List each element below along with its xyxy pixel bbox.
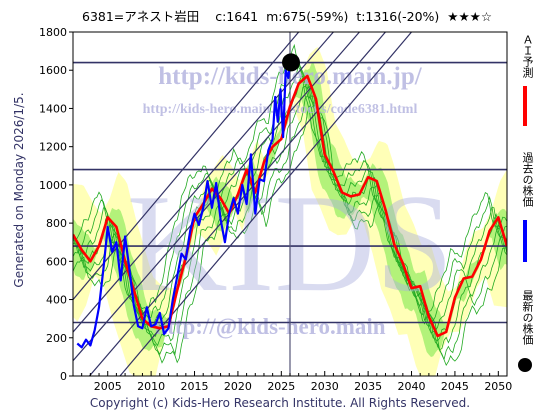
- copyright-footer: Copyright (c) Kids-Hero Research Institu…: [89, 396, 471, 410]
- title-code-name: 6381=アネスト岩田: [82, 9, 200, 24]
- markers: [282, 53, 300, 72]
- ai-forecast-line: [73, 74, 507, 338]
- legend-ai-forecast-swatch: [523, 86, 527, 126]
- past-price-line: [76, 62, 292, 349]
- y-tick-label: 200: [46, 332, 67, 345]
- y-tick-label: 1200: [39, 141, 67, 154]
- generated-date-note: Generated on Monday 2026/1/5.: [4, 40, 34, 340]
- series-lines: [73, 62, 507, 349]
- x-tick-label: 2020: [224, 380, 252, 393]
- y-axis: 0 200 400 600 800 1000 1200 1400 1600 1800: [39, 26, 73, 383]
- legend-past-price-swatch: [523, 220, 527, 262]
- x-tick-label: 2040: [398, 380, 426, 393]
- legend-past-price-label: 過去の株価: [521, 152, 534, 207]
- x-tick-label: 2035: [354, 380, 382, 393]
- watermark-url3: http://@kids-hero.main: [154, 314, 385, 340]
- y-tick-label: 1000: [39, 179, 67, 192]
- legend-latest-price-label: 最新の株価: [521, 290, 534, 345]
- generated-date-text: Generated on Monday 2026/1/5.: [12, 92, 26, 288]
- latest-price-marker: [282, 53, 300, 72]
- title-target: t:1316(-20%): [356, 9, 440, 24]
- outer-band-fill: [73, 47, 507, 376]
- y-tick-label: 1600: [39, 64, 67, 77]
- x-tick-label: 2015: [181, 380, 209, 393]
- legend-ai-forecast-label: ＡＩ予測: [521, 34, 534, 78]
- inner-band-fill: [73, 62, 507, 358]
- x-tick-label: 2010: [137, 380, 165, 393]
- title-stars: ★★★☆: [447, 9, 493, 24]
- trendline: [73, 32, 300, 300]
- y-tick-label: 800: [46, 217, 67, 230]
- y-tick-label: 1400: [39, 102, 67, 115]
- y-tick-label: 400: [46, 294, 67, 307]
- x-tick-label: 2005: [94, 380, 122, 393]
- chart-title: 6381=アネスト岩田 c:1641 m:675(-59%) t:1316(-2…: [82, 6, 502, 25]
- trendline: [119, 32, 412, 376]
- x-tick-label: 2025: [267, 380, 295, 393]
- y-tick-label: 1800: [39, 26, 67, 39]
- y-tick-label: 600: [46, 255, 67, 268]
- x-tick-label: 2030: [311, 380, 339, 393]
- x-tick-label: 2050: [484, 380, 512, 393]
- y-tick-label: 0: [60, 370, 67, 383]
- title-current: c:1641: [215, 9, 259, 24]
- x-tick-label: 2045: [441, 380, 469, 393]
- legend-latest-price-dot: [518, 358, 532, 372]
- trendline: [73, 32, 334, 333]
- x-axis: 2005 2010 2015 2020 2025 2030 2035 2040 2045 2050: [81, 371, 512, 393]
- title-min-forecast: m:675(-59%): [266, 9, 349, 24]
